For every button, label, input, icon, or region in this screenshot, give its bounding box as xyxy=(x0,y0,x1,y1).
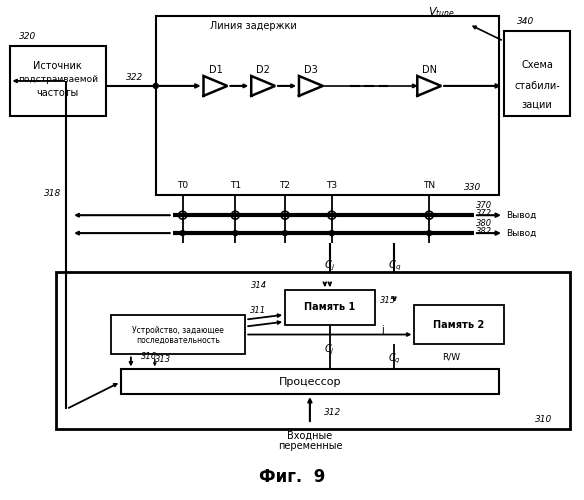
Text: 313: 313 xyxy=(155,355,171,364)
Text: 311: 311 xyxy=(250,306,266,315)
Circle shape xyxy=(427,230,432,235)
Bar xyxy=(9,46,106,116)
Text: D3: D3 xyxy=(304,65,318,75)
Text: 322: 322 xyxy=(126,74,143,82)
Text: Источник: Источник xyxy=(33,60,82,70)
Circle shape xyxy=(329,230,334,235)
Text: R/W: R/W xyxy=(442,352,460,362)
Text: $C_q$: $C_q$ xyxy=(388,258,401,273)
Text: 320: 320 xyxy=(19,32,36,40)
Text: Устройство, задающее: Устройство, задающее xyxy=(132,326,224,335)
Text: Фиг.  9: Фиг. 9 xyxy=(259,468,325,485)
Text: подстраиваемой: подстраиваемой xyxy=(18,75,98,84)
Text: T0: T0 xyxy=(177,181,188,190)
Text: 315: 315 xyxy=(380,296,397,305)
Circle shape xyxy=(233,230,238,235)
Bar xyxy=(156,16,499,196)
Text: 330: 330 xyxy=(464,183,481,192)
Text: Память 1: Память 1 xyxy=(304,302,356,312)
Text: Вывод: Вывод xyxy=(506,210,536,220)
Bar xyxy=(414,304,504,344)
Text: 316: 316 xyxy=(141,352,157,362)
Text: 380: 380 xyxy=(476,218,492,228)
Circle shape xyxy=(180,230,185,235)
Text: DN: DN xyxy=(422,65,437,75)
Text: 314: 314 xyxy=(251,282,267,290)
Bar xyxy=(56,272,571,429)
Text: T2: T2 xyxy=(280,181,290,190)
Text: Процессор: Процессор xyxy=(279,377,341,387)
Bar xyxy=(285,290,374,324)
Text: частоты: частоты xyxy=(37,88,79,99)
Text: Вывод: Вывод xyxy=(506,228,536,237)
Text: Память 2: Память 2 xyxy=(433,320,485,330)
Text: T3: T3 xyxy=(326,181,338,190)
Text: $C_j$: $C_j$ xyxy=(325,342,335,357)
Text: D2: D2 xyxy=(256,65,270,75)
Text: T1: T1 xyxy=(230,181,241,190)
Text: 318: 318 xyxy=(44,190,61,198)
Text: зации: зации xyxy=(522,100,552,110)
Text: последовательность: последовательность xyxy=(136,336,220,345)
Text: стабили-: стабили- xyxy=(515,81,560,91)
Circle shape xyxy=(283,230,287,235)
Text: Линия задержки: Линия задержки xyxy=(210,21,297,31)
Circle shape xyxy=(153,84,158,88)
Text: D1: D1 xyxy=(208,65,223,75)
Text: $C_j$: $C_j$ xyxy=(324,258,335,273)
Text: j: j xyxy=(381,324,384,334)
Text: 312: 312 xyxy=(324,408,341,416)
Text: Схема: Схема xyxy=(521,60,553,70)
Text: $V_{tune}$: $V_{tune}$ xyxy=(427,6,455,19)
Text: $C_q$: $C_q$ xyxy=(388,352,401,366)
Bar xyxy=(111,314,245,354)
Text: переменные: переменные xyxy=(277,441,342,451)
Text: 370: 370 xyxy=(476,200,492,210)
Text: TN: TN xyxy=(423,181,435,190)
Text: Входные: Входные xyxy=(287,431,332,441)
Text: 372: 372 xyxy=(476,208,492,218)
Text: 340: 340 xyxy=(517,17,534,26)
Text: 310: 310 xyxy=(536,414,552,424)
Text: 382: 382 xyxy=(476,226,492,235)
Bar xyxy=(504,31,571,116)
Bar xyxy=(121,370,499,394)
